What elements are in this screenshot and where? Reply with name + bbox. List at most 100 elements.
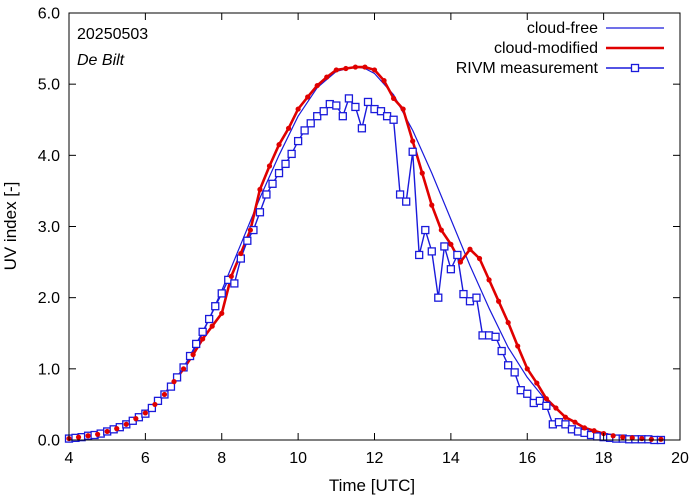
measurement-point [172, 373, 182, 382]
cloud-modified-point [629, 435, 635, 441]
measurement-point [535, 396, 545, 406]
measurement-point [491, 332, 500, 341]
y-tick-label: 0.0 [38, 433, 60, 450]
cloud-modified-point [305, 94, 311, 100]
cloud-modified-point [114, 426, 120, 432]
cloud-modified-point [75, 434, 82, 440]
cloud-modified-point [228, 273, 234, 279]
measurement-point [166, 382, 176, 391]
measurement-point [344, 94, 354, 103]
measurement-point [243, 236, 252, 245]
cloud-modified-point [152, 401, 158, 408]
cloud-modified-point [553, 405, 559, 411]
cloud-modified-point [515, 343, 521, 349]
measurement-point [281, 159, 290, 169]
measurement-point [472, 293, 481, 302]
x-tick-label: 14 [442, 450, 460, 467]
legend-marker [630, 63, 640, 73]
cloud-modified-point [658, 436, 664, 442]
cloud-modified-point [295, 106, 301, 112]
cloud-modified-point [419, 170, 425, 176]
cloud-modified-point [620, 434, 626, 440]
measurement-point [363, 97, 373, 107]
cloud-modified-point [610, 433, 616, 439]
cloud-modified-point [543, 396, 549, 402]
measurement-point [497, 346, 506, 356]
cloud-modified-point [648, 436, 654, 442]
legend: cloud-free cloud-modified RIVM measurement [456, 20, 664, 77]
cloud-modified-point [333, 67, 339, 73]
cloud-modified-point [142, 410, 148, 416]
cloud-modified-point [276, 142, 282, 148]
axis-tick-labels: 4 6 8 10 12 14 16 18 20 0.0 1.0 2.0 3.0 4.0 5.0 6.0 [38, 6, 689, 468]
cloud-modified-point [591, 428, 597, 434]
cloud-modified-point [467, 246, 473, 252]
measurement-point [319, 107, 328, 116]
measurement-point [268, 179, 277, 188]
x-tick-label: 20 [671, 450, 689, 467]
measurement-point [338, 112, 347, 121]
x-tick-label: 16 [518, 450, 536, 467]
cloud-modified-point [285, 125, 292, 131]
measurement-point [255, 208, 265, 217]
y-tick-label: 4.0 [38, 148, 60, 165]
cloud-modified-point [200, 336, 206, 342]
measurement-point [395, 190, 405, 199]
series-line-0 [68, 65, 661, 440]
measurement-point [440, 242, 449, 251]
cloud-modified-point [400, 106, 406, 112]
cloud-modified-point [190, 352, 196, 358]
measurement-point [446, 265, 456, 274]
measurement-point [262, 190, 271, 199]
plot-frame [68, 12, 681, 441]
measurement-point [153, 396, 163, 406]
y-tick-label: 1.0 [38, 361, 60, 378]
plot-lines [68, 65, 661, 441]
measurement-point [389, 115, 398, 124]
plot-markers [64, 64, 666, 445]
cloud-modified-point [534, 380, 540, 386]
cloud-modified-point [476, 255, 483, 262]
x-tick-label: 4 [65, 450, 74, 467]
cloud-modified-point [381, 78, 387, 84]
measurement-point [198, 327, 207, 336]
axis-ticks [68, 12, 681, 441]
cloud-modified-point [486, 277, 492, 283]
legend-label-2: RIVM measurement [456, 60, 599, 77]
measurement-point [147, 403, 157, 413]
y-tick-label: 5.0 [38, 77, 60, 94]
series-line-2 [68, 97, 661, 441]
cloud-modified-point [524, 366, 530, 372]
measurement-point [453, 250, 462, 260]
measurement-point [192, 339, 201, 349]
date-annotation: 20250503 [77, 26, 148, 43]
x-tick-label: 18 [595, 450, 613, 467]
x-axis-title: Time [UTC] [329, 476, 415, 495]
measurement-point [351, 102, 360, 112]
cloud-modified-point [438, 227, 444, 233]
measurement-point [230, 279, 239, 288]
cloud-modified-point [314, 82, 320, 89]
cloud-modified-point [123, 421, 129, 427]
cloud-modified-point [362, 64, 368, 70]
x-tick-label: 8 [217, 450, 226, 467]
cloud-modified-point [104, 428, 110, 435]
cloud-modified-point [410, 138, 416, 144]
cloud-modified-point [562, 414, 569, 420]
y-axis-title: UV index [-] [1, 182, 20, 271]
x-tick-label: 12 [366, 450, 384, 467]
cloud-modified-point [161, 391, 168, 398]
cloud-modified-point [371, 67, 378, 73]
measurement-point [332, 101, 341, 110]
measurement-point [542, 401, 551, 410]
measurement-point [217, 289, 226, 298]
measurement-point [204, 314, 214, 324]
cloud-modified-point [505, 319, 511, 326]
cloud-modified-point [171, 379, 177, 385]
cloud-modified-point [352, 64, 359, 70]
cloud-modified-point [266, 163, 273, 169]
measurement-point [211, 302, 220, 311]
measurement-point [510, 368, 519, 377]
y-tick-label: 6.0 [38, 6, 60, 23]
measurement-point [504, 361, 513, 370]
